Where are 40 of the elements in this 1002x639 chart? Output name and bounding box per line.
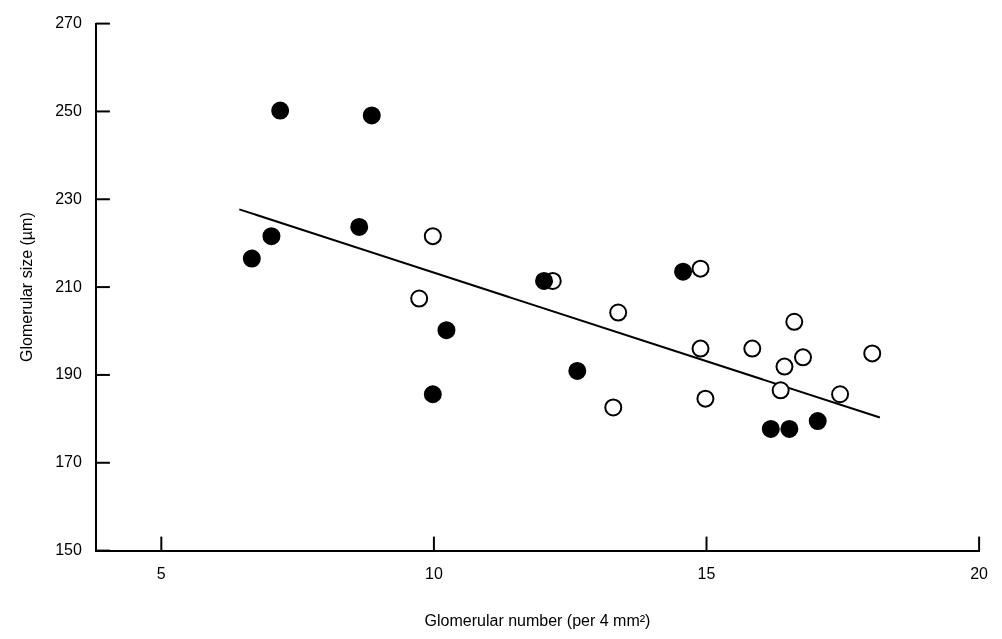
- point: [761, 419, 780, 438]
- point: [794, 348, 813, 367]
- point: [437, 321, 456, 340]
- point: [350, 217, 369, 236]
- point: [410, 289, 429, 308]
- point: [535, 271, 554, 290]
- x-tick-label: 10: [425, 564, 443, 582]
- point: [863, 344, 882, 363]
- point: [271, 101, 290, 120]
- point: [604, 398, 623, 417]
- y-tick-label: 250: [55, 101, 82, 119]
- point: [423, 227, 442, 246]
- y-tick-label: 270: [55, 14, 82, 32]
- point: [242, 249, 261, 268]
- point: [780, 419, 799, 438]
- x-axis-title: Glomerular number (per 4 mm²): [424, 611, 651, 629]
- x-tick-label: 15: [697, 564, 716, 582]
- point: [423, 385, 442, 404]
- point: [771, 381, 790, 400]
- x-tick-label: 20: [970, 564, 989, 582]
- point: [691, 259, 710, 278]
- point: [775, 357, 794, 376]
- point: [262, 227, 281, 246]
- y-tick-label: 210: [55, 277, 82, 295]
- point: [609, 303, 628, 322]
- y-tick-label: 190: [55, 365, 82, 383]
- y-tick-label: 230: [55, 189, 82, 207]
- point: [568, 361, 587, 380]
- point: [691, 339, 710, 358]
- y-axis-title: Glomerular size (µm): [18, 212, 36, 362]
- point: [785, 312, 804, 331]
- point: [674, 262, 693, 281]
- point: [808, 412, 827, 431]
- y-tick-label: 150: [55, 541, 82, 559]
- point: [362, 106, 381, 125]
- y-tick-label: 170: [55, 453, 82, 471]
- point: [831, 385, 850, 404]
- point: [743, 339, 762, 358]
- x-tick-label: 5: [156, 564, 166, 582]
- point: [696, 389, 715, 408]
